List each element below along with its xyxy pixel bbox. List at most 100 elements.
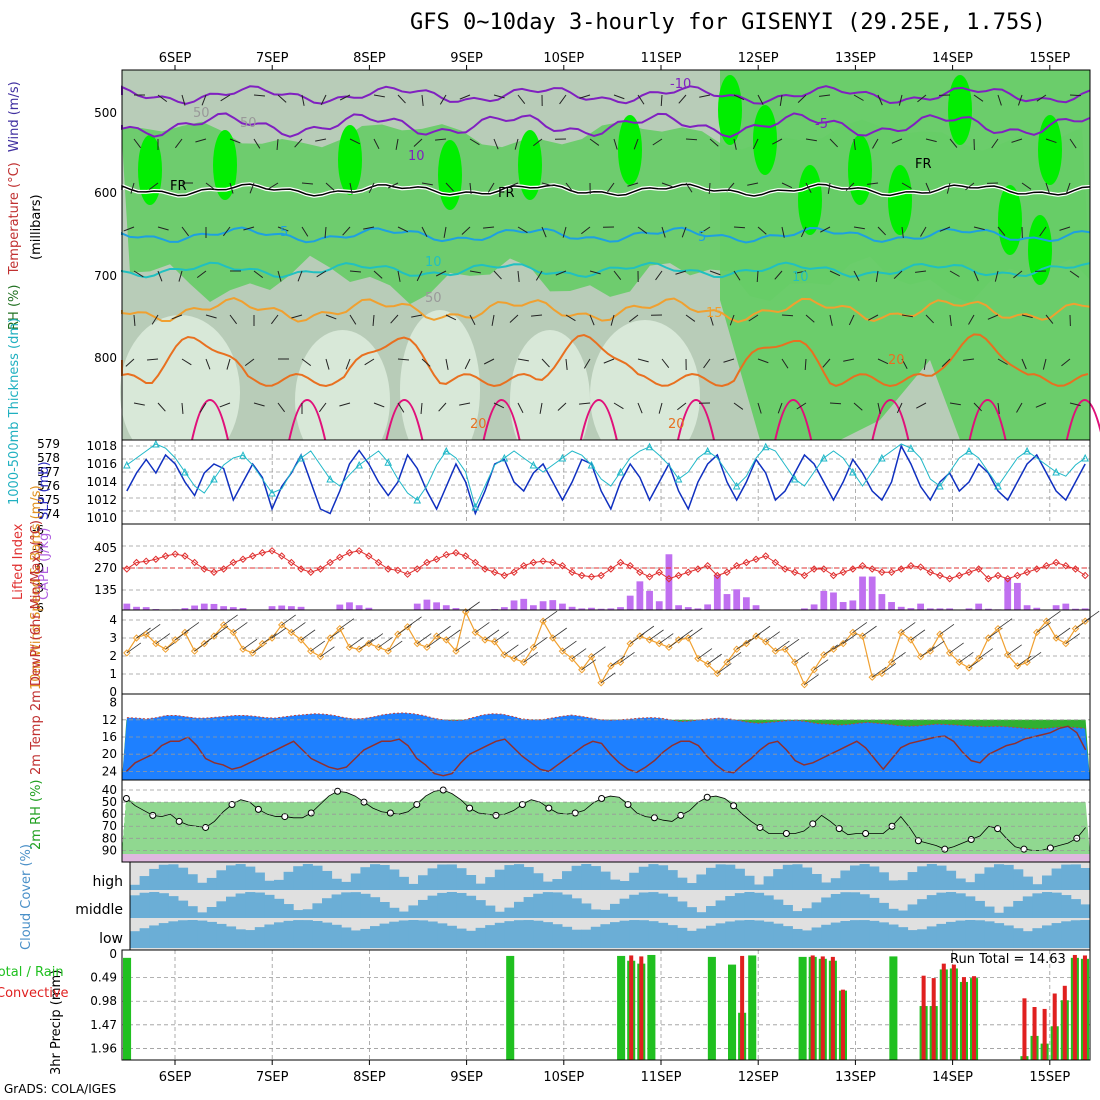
upper-wind-barb [324,226,327,239]
cloud-cell [178,900,189,918]
upper-wind-barb [562,226,567,238]
upper-wind-barb [845,182,855,192]
upper-wind-barb [368,182,375,194]
upper-wind-barb [325,182,335,191]
thickness-marker [1052,467,1060,476]
cloud-cell [715,900,726,918]
cloud-cell [350,892,361,918]
upper-wind-barb [539,402,543,414]
li-marker [1033,565,1041,573]
cape-bar [965,608,973,610]
upper-wind-barb [469,314,476,326]
cloud-cell [168,864,179,890]
upper-wind-barb [901,182,912,189]
thickness-marker [587,460,596,469]
cloud-cell [869,866,880,890]
rh2m-marker [1046,844,1054,852]
upper-wind-barb [541,182,553,187]
upper-wind-barb [157,226,169,231]
cloud-cell [130,895,141,918]
cloud-cell [658,893,669,918]
cloud-cell [187,874,198,890]
wind-barb [1007,644,1022,656]
cloud-cell [850,865,861,890]
cloud-cell [562,926,573,948]
upper-wind-barb [325,314,337,320]
upper-wind-barb [973,226,985,231]
cloud-cell [686,883,697,890]
upper-wind-barb [514,138,519,150]
wind-barb [717,663,732,674]
wind-barb [901,622,916,633]
cloud-cell [312,903,323,918]
upper-wind-barb [637,402,643,414]
wind-barb [339,618,355,629]
wind-barb [417,633,432,644]
cloud-cell [1022,876,1033,890]
li-marker [336,553,344,562]
cloud-cell [274,922,285,948]
wind-tick-4: 4 [109,613,117,627]
cloud-cell [619,920,630,948]
cloud-cell [274,898,285,918]
cape-bar [142,607,150,610]
upper-wind-barb [941,358,951,368]
li-marker [752,555,760,563]
cloud-cell [360,928,371,948]
upper-wind-barb [774,270,783,280]
cloud-cell [590,909,601,918]
thickness-marker [965,446,973,455]
cloud-cell [437,892,448,918]
upper-wind-barb [146,358,159,361]
upper-wind-barb [923,358,927,370]
cloud-cell [254,892,265,918]
upper-wind-barb [613,138,618,150]
rh2m-marker [624,801,632,809]
cloud-cell [658,922,669,948]
upper-wind-barb [373,402,385,408]
wind-barb [145,623,161,635]
cloud-cell [1032,893,1043,918]
upper-wind-barb [661,226,666,238]
top-date-label: 8SEP [353,51,386,66]
wind-barb [891,651,906,663]
upper-wind-barb [1069,138,1077,149]
wind-barb [784,638,800,650]
li-marker [510,568,518,576]
upper-wind-barb [1069,270,1080,278]
thickness-tick-0: 574 [37,507,60,521]
li-marker [887,568,896,576]
li-marker [655,568,663,576]
wind-barb [155,633,171,644]
cape-bar [694,608,702,610]
precip-frame [121,949,1091,1061]
precip-bar [506,955,515,1060]
rh-light-region-0 [120,315,240,470]
wind-barb [233,622,248,633]
wind-barb [1026,651,1042,663]
cloud-cell [610,922,621,948]
cape-bar [346,602,353,610]
thickness-marker [326,474,334,483]
upper-wind-barb [226,358,231,370]
rh2m-marker [254,805,262,813]
upper-wind-barb [579,94,591,99]
thickness-marker [152,439,160,448]
cloud-cell [859,894,870,918]
cloud-cell [773,923,784,948]
thickness-marker [471,502,480,511]
cloud-cell [245,892,256,918]
cloud-cell [322,922,333,948]
upper-wind-barb [1013,270,1023,279]
cape-bar [810,604,818,610]
precip-tick-1: 1.47 [90,1018,117,1032]
thickness-marker [994,481,1002,490]
cloud-cell [264,894,275,918]
cape-bar [607,608,615,610]
li-marker [578,571,586,580]
upper-ytick-3: 800 [94,351,117,365]
upper-wind-barb [270,314,279,325]
cloud-cell [629,920,640,948]
cape-bar [801,608,808,610]
upper-wind-barb [652,138,663,146]
